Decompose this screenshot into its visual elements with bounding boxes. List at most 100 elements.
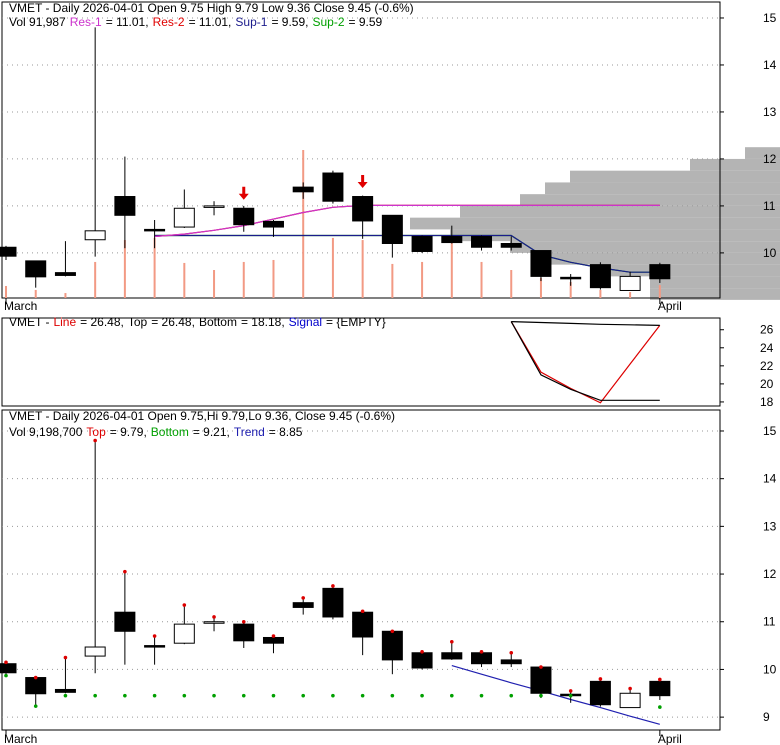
volume-profile-bar	[540, 252, 780, 265]
y-tick-label: 10	[763, 662, 777, 676]
volume-bar	[391, 263, 394, 298]
series-dot	[420, 693, 424, 698]
series-dot	[212, 693, 216, 698]
candle-body	[649, 680, 671, 697]
candle-body	[233, 207, 255, 226]
y-tick-label: 11	[763, 199, 776, 213]
panel-title: VMET -	[9, 315, 49, 329]
legend: Line = 26.48, Top = 26.48, Bottom = 18.18, Sig…	[53, 315, 385, 329]
candle-body	[352, 611, 374, 638]
candle-body	[411, 235, 433, 252]
candle-body	[233, 623, 255, 642]
candle-body	[619, 692, 641, 709]
legend-name: Trend	[234, 425, 265, 439]
legend-value: = 26.48,	[80, 315, 124, 329]
y-tick-label: 24	[760, 341, 774, 355]
series-dot	[479, 649, 484, 654]
legend-value: = 9.59,	[271, 15, 308, 29]
volume-bar	[599, 289, 602, 298]
legend-value: = 9.21,	[193, 425, 230, 439]
series-dot	[509, 650, 514, 655]
y-tick-label: 11	[763, 615, 776, 629]
panel-frame	[1, 409, 721, 731]
volume-profile-bar	[590, 264, 780, 277]
y-tick-label: 12	[763, 152, 777, 166]
volume-bar	[34, 289, 37, 298]
signal-arrow	[238, 186, 249, 200]
series-dot	[63, 693, 68, 698]
x-tick-label: April	[658, 732, 682, 745]
candle-body	[262, 636, 284, 644]
x-tick-label: March	[4, 732, 37, 745]
volume-profile-bar	[520, 194, 780, 206]
y-tick-label: 14	[763, 472, 777, 486]
series-line	[154, 234, 660, 273]
volume-bar	[421, 261, 424, 298]
candle-body	[203, 621, 225, 624]
candle-body	[25, 677, 47, 695]
series-dot	[241, 693, 246, 698]
candle-body	[589, 264, 611, 289]
y-tick-label: 12	[763, 567, 777, 581]
series-dot	[241, 619, 246, 624]
series-dot	[301, 596, 306, 600]
volume-bar	[183, 262, 186, 298]
y-tick-label: 9	[763, 710, 770, 724]
candle-body	[560, 276, 582, 280]
volume-bar	[629, 292, 632, 298]
series-dot	[4, 660, 8, 665]
series-dot	[450, 693, 454, 698]
y-tick-label: 15	[763, 424, 777, 438]
legend-value: = 18.18,	[241, 315, 285, 329]
volume-bar	[242, 261, 245, 298]
y-tick-label: 18	[760, 395, 774, 409]
series-dot	[301, 693, 306, 698]
candle-body	[292, 186, 314, 193]
volume-bar	[302, 150, 305, 298]
legend-name: Top	[86, 425, 106, 439]
y-tick-label: 14	[763, 58, 777, 72]
volume-label: Vol 9,198,700	[9, 425, 83, 439]
candle-body	[322, 172, 344, 202]
series-dot	[539, 665, 543, 669]
volume-bar	[213, 270, 216, 298]
candle-body	[500, 242, 522, 248]
series-dot	[152, 693, 157, 698]
series-line	[154, 204, 660, 238]
series-dot	[658, 677, 662, 682]
series-dot	[182, 603, 187, 607]
candle-body	[262, 220, 284, 228]
candle-body	[54, 272, 76, 276]
panel-title: VMET - Daily 2026-04-01 Open 9.75,Hi 9.7…	[9, 409, 395, 423]
volume-bar	[331, 237, 334, 298]
candle-body	[0, 246, 17, 257]
series-dot	[123, 693, 127, 698]
series-dot	[628, 686, 632, 691]
y-tick-label: 10	[763, 246, 777, 260]
legend-value: = 8.85	[269, 425, 303, 439]
legend-name: Sup-2	[312, 15, 344, 29]
series-line	[510, 321, 660, 401]
series-dot	[123, 569, 127, 574]
x-tick-label: March	[4, 299, 37, 313]
candle-body	[144, 645, 166, 648]
y-tick-label: 22	[760, 359, 774, 373]
volume-bar	[153, 237, 156, 298]
volume-profile-bar	[650, 276, 780, 289]
series-dot	[658, 705, 662, 709]
series-dot	[152, 634, 157, 638]
legend-value: = 11.01,	[189, 15, 232, 29]
candle-body	[649, 264, 671, 280]
series-dot	[63, 655, 68, 660]
candle-body	[0, 663, 17, 674]
volume-bar	[94, 261, 97, 298]
legend-name: Res-2	[153, 15, 185, 29]
candle-body	[322, 587, 344, 618]
candle-body	[530, 250, 552, 277]
volume-profile-bar	[510, 241, 780, 253]
series-line	[511, 321, 660, 326]
series-dot	[360, 693, 365, 698]
volume-bar	[539, 277, 542, 298]
candle-body	[471, 235, 493, 248]
